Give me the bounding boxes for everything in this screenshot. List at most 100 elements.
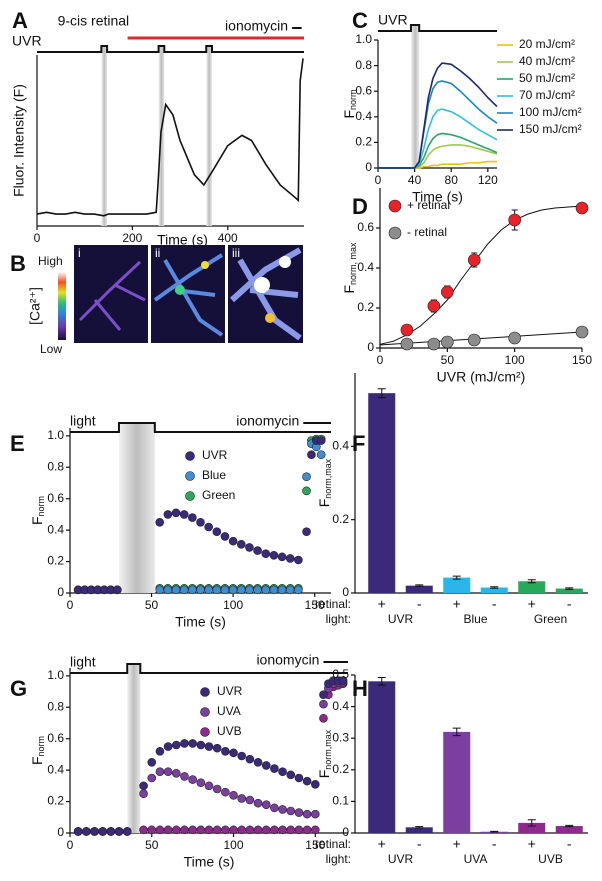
category-label: + <box>378 836 386 852</box>
legend-label: UVR <box>202 448 228 462</box>
legend-swatch <box>388 226 402 240</box>
point <box>269 585 279 595</box>
point <box>229 748 238 758</box>
row-label: light: <box>326 852 351 866</box>
point <box>114 827 124 836</box>
point <box>212 743 222 753</box>
category-label: + <box>453 836 461 852</box>
panel-letter: C <box>352 8 368 33</box>
point <box>270 825 279 835</box>
point <box>467 333 481 347</box>
line <box>36 58 304 217</box>
image-label: i <box>78 246 81 260</box>
ionomycin-label: ionomycin <box>236 413 299 429</box>
point <box>155 585 165 595</box>
error-bar <box>377 388 386 399</box>
point <box>236 539 246 549</box>
y-axis-label-main: F <box>316 499 332 508</box>
point <box>261 761 271 770</box>
legend-swatch <box>200 687 210 697</box>
legend-label: 40 mJ/cm² <box>519 54 575 68</box>
y-tick-label: 0.6 <box>47 731 64 745</box>
point <box>98 827 108 836</box>
x-tick-label: 0 <box>67 598 74 612</box>
point <box>261 825 271 835</box>
y-tick-label: 0 <box>57 825 64 839</box>
point <box>204 781 214 791</box>
point <box>307 450 316 460</box>
error-bar <box>527 579 536 584</box>
stimulus-line <box>378 24 497 32</box>
point <box>180 772 189 781</box>
point <box>147 825 157 835</box>
ionomycin-label: ionomycin <box>225 18 288 34</box>
point <box>302 825 312 835</box>
x-tick-label: 50 <box>145 838 159 852</box>
x-tick-label: 100 <box>223 598 243 612</box>
bar <box>368 681 396 833</box>
point <box>171 825 181 835</box>
point <box>508 213 521 227</box>
x-axis-label: Time (s) <box>157 232 208 248</box>
point <box>310 779 320 789</box>
point <box>427 337 441 351</box>
x-tick-label: 200 <box>122 231 142 245</box>
point <box>319 699 328 709</box>
point <box>236 585 246 595</box>
category-label: + <box>453 596 461 612</box>
point <box>221 787 230 797</box>
point <box>204 825 214 835</box>
point <box>285 554 295 563</box>
y-tick-label: 0 <box>57 585 64 599</box>
point <box>196 517 205 527</box>
legend-label: 70 mJ/cm² <box>519 88 575 102</box>
legend-label: Green <box>202 488 235 502</box>
x-tick-label: 150 <box>305 598 325 612</box>
y-tick-label: 0 <box>367 340 374 354</box>
point <box>82 827 91 836</box>
point <box>180 825 189 835</box>
panel-b: B High Low [Ca²⁺] i ii iii <box>10 245 303 356</box>
point <box>269 550 279 560</box>
panel-letter: D <box>352 194 368 219</box>
point <box>245 795 255 805</box>
point <box>155 517 165 527</box>
line <box>378 80 498 169</box>
cell <box>279 256 291 268</box>
point <box>253 825 263 835</box>
point <box>294 585 303 595</box>
colorbar-low: Low <box>40 342 62 356</box>
y-axis-label: Fnorm <box>29 496 47 525</box>
point <box>163 585 173 595</box>
y-axis-label: Fnorm <box>341 89 359 118</box>
row-label: retinal: <box>315 597 351 611</box>
point <box>441 285 454 299</box>
stimulus-label: UVR <box>378 12 408 28</box>
image-label: ii <box>155 246 160 260</box>
point <box>253 757 263 767</box>
y-axis-label-main: F <box>29 516 45 525</box>
stimulus-band <box>206 46 212 226</box>
y-tick-label: 0 <box>365 160 372 174</box>
row-label: light: <box>326 612 351 626</box>
y-axis-label-sub: norm <box>36 496 46 517</box>
legend-label: UVB <box>217 724 242 738</box>
cell <box>175 285 185 295</box>
legend-swatch <box>185 471 195 481</box>
point <box>286 806 296 816</box>
error-bar <box>565 824 574 828</box>
legend-swatch <box>388 199 402 213</box>
error-bar <box>490 586 499 589</box>
point <box>204 585 213 595</box>
point <box>245 585 254 595</box>
point <box>294 773 304 783</box>
panel-letter: A <box>12 8 28 33</box>
y-tick-label: 1.0 <box>47 668 64 682</box>
y-tick-label: 0.4 <box>332 699 349 713</box>
legend-label: + retinal <box>407 198 450 212</box>
y-tick-label: 0.8 <box>47 699 64 713</box>
point <box>229 825 238 835</box>
point <box>196 740 206 750</box>
y-axis-label-sub: norm <box>348 89 358 110</box>
cell <box>201 261 209 269</box>
